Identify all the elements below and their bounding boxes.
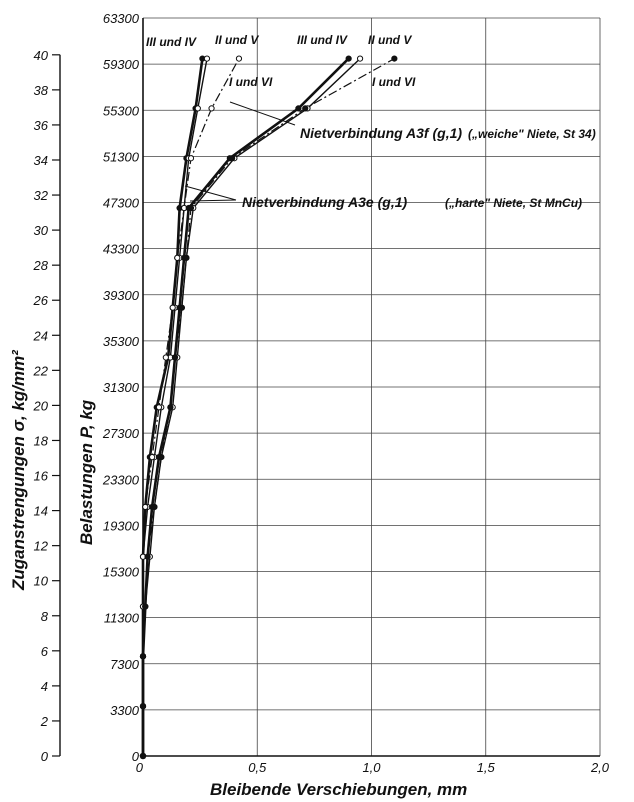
- sigma-tick-label: 38: [34, 83, 49, 98]
- data-point: [174, 254, 181, 261]
- annotation-a3f-suffix: („weiche" Niete, St 34): [468, 127, 596, 141]
- annotation-a3e-suffix: („harte" Niete, St MnCu): [445, 196, 582, 210]
- load-tick-label: 0: [132, 749, 140, 764]
- x-axis-title: Bleibende Verschiebungen, mm: [210, 780, 467, 799]
- data-point: [356, 55, 364, 62]
- sigma-tick-label: 22: [33, 363, 49, 378]
- annotation-a3f: Nietverbindung A3f (g,1) („weiche" Niete…: [229, 101, 596, 141]
- data-point: [158, 454, 165, 461]
- series-line-A3f-2: [142, 58, 395, 756]
- series-label-a3e-i-vi: I und VI: [229, 75, 273, 89]
- sigma-tick-label: 6: [41, 644, 49, 659]
- series-label-a3f-ii-v: II und V: [368, 33, 412, 47]
- data-point: [345, 55, 352, 62]
- y-axis-inner-title: Belastungen P, kg: [77, 399, 96, 545]
- load-tick-label: 31300: [103, 380, 140, 395]
- data-point: [144, 553, 151, 560]
- load-tick-label: 55300: [103, 103, 140, 118]
- series-lines: [139, 55, 398, 760]
- tick-labels: 0 0,5 1,0 1,5 2,0024681012141618202224262830…: [33, 11, 610, 775]
- data-point: [302, 105, 309, 112]
- data-point: [178, 304, 185, 311]
- load-tick-label: 35300: [103, 334, 140, 349]
- load-tick-label: 43300: [103, 242, 140, 257]
- sigma-tick-label: 28: [33, 258, 49, 273]
- x-tick-label: 0,5: [248, 760, 267, 775]
- data-point: [162, 354, 169, 361]
- load-tick-label: 19300: [103, 518, 140, 533]
- load-tick-label: 47300: [103, 196, 140, 211]
- leader-line: [229, 101, 296, 126]
- load-tick-label: 27300: [102, 426, 140, 441]
- data-point: [167, 404, 174, 411]
- sigma-tick-label: 36: [34, 118, 49, 133]
- sigma-tick-label: 34: [34, 153, 48, 168]
- data-point: [142, 603, 149, 610]
- x-tick-label: 2,0: [590, 760, 610, 775]
- sigma-tick-label: 30: [34, 223, 49, 238]
- sigma-tick-label: 4: [41, 679, 48, 694]
- y-axis-outer-title: Zuganstrengungen σ, kg/mm²: [9, 349, 28, 591]
- x-tick-label: 1,0: [362, 760, 381, 775]
- data-point: [171, 354, 179, 361]
- annotation-a3f-title: Nietverbindung A3f (g,1): [300, 125, 462, 141]
- x-tick-label: 0: [136, 760, 144, 775]
- leader-line: [189, 199, 237, 202]
- data-point: [183, 254, 190, 261]
- sigma-tick-label: 16: [34, 469, 49, 484]
- data-point: [187, 155, 195, 162]
- series-label-a3e-iii-iv: III und IV: [146, 35, 197, 49]
- load-tick-label: 23300: [102, 472, 140, 487]
- data-point: [295, 105, 302, 112]
- load-tick-label: 3300: [110, 703, 140, 718]
- data-point: [235, 55, 243, 62]
- load-tick-label: 59300: [103, 57, 140, 72]
- data-point: [155, 404, 163, 411]
- annotation-a3e: Nietverbindung A3e (g,1) („harte" Niete,…: [184, 185, 582, 210]
- sigma-tick-label: 0: [41, 749, 49, 764]
- load-tick-label: 63300: [103, 11, 140, 26]
- sigma-tick-label: 12: [34, 539, 49, 554]
- data-point: [194, 105, 201, 112]
- series-label-a3e-ii-v: II und V: [215, 33, 259, 47]
- data-point: [142, 503, 149, 511]
- sigma-tick-label: 24: [33, 328, 48, 343]
- sigma-tick-label: 20: [33, 398, 49, 413]
- load-tick-label: 15300: [103, 565, 140, 580]
- annotation-a3e-title: Nietverbindung A3e (g,1): [242, 194, 408, 210]
- series-line-A3e-2: [142, 58, 240, 756]
- sigma-tick-label: 14: [34, 504, 48, 519]
- load-tick-label: 51300: [103, 149, 140, 164]
- data-point: [203, 55, 211, 62]
- series-label-a3f-i-vi: I und VI: [372, 75, 416, 89]
- sigma-tick-label: 8: [41, 609, 49, 624]
- sigma-tick-label: 10: [34, 574, 49, 589]
- data-point: [208, 105, 215, 112]
- sigma-tick-label: 40: [34, 48, 49, 63]
- data-point: [139, 703, 147, 710]
- data-point: [151, 503, 158, 511]
- load-tick-label: 39300: [103, 288, 140, 303]
- data-point: [139, 752, 147, 760]
- sigma-tick-label: 2: [40, 714, 49, 729]
- x-tick-label: 1,5: [477, 760, 496, 775]
- sigma-tick-label: 26: [33, 293, 49, 308]
- data-point: [187, 204, 195, 212]
- load-tick-label: 11300: [104, 611, 140, 626]
- leader-line: [184, 185, 237, 201]
- load-tick-label: 7300: [110, 657, 140, 672]
- sigma-tick-label: 32: [34, 188, 49, 203]
- data-point: [229, 155, 236, 162]
- sigma-tick-label: 18: [34, 433, 49, 448]
- data-point: [139, 653, 147, 660]
- data-point: [169, 304, 176, 311]
- data-point: [391, 55, 398, 62]
- series-label-a3f-iii-iv: III und IV: [297, 33, 348, 47]
- data-point: [149, 454, 156, 461]
